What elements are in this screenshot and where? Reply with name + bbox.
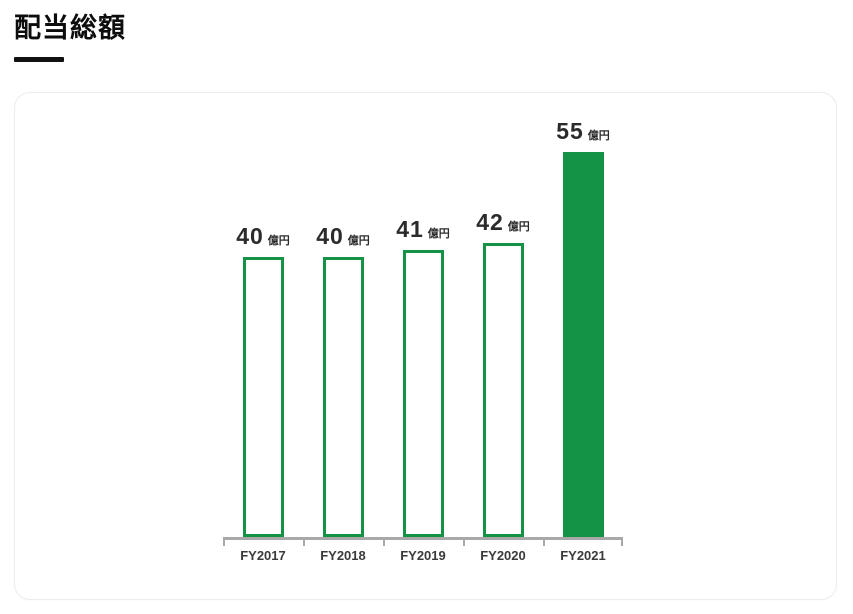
bar-value-number: 41 — [396, 216, 424, 242]
bar-fy2019 — [402, 250, 444, 537]
bar-group-fy2017: 40 億円 — [223, 225, 303, 537]
bar-fy2017 — [242, 257, 284, 537]
bar-value-label: 40 億円 — [316, 225, 370, 248]
x-axis-labels: FY2017 FY2018 FY2019 FY2020 FY2021 — [223, 548, 623, 563]
x-axis-label-fy2021: FY2021 — [560, 548, 606, 563]
x-axis-tick — [543, 537, 545, 546]
bar-group-fy2019: 41 億円 — [383, 218, 463, 537]
bar-value-label: 55 億円 — [556, 120, 610, 143]
x-axis-label-fy2019: FY2019 — [400, 548, 446, 563]
bar-group-fy2018: 40 億円 — [303, 225, 383, 537]
bar-group-fy2021: 55 億円 — [543, 120, 623, 537]
bar-value-unit: 億円 — [507, 221, 530, 233]
x-axis-label-fy2018: FY2018 — [320, 548, 366, 563]
chart-card: 40 億円 40 億円 41 億円 42 億円 55 億円 FY2017 FY2018 FY2019 F… — [14, 92, 837, 600]
dividend-bar-chart: 40 億円 40 億円 41 億円 42 億円 55 億円 FY2017 FY2018 FY2019 F… — [223, 113, 623, 563]
x-axis-tick — [621, 537, 623, 546]
bar-value-number: 42 — [476, 209, 504, 235]
x-axis-tick — [463, 537, 465, 546]
bar-value-unit: 億円 — [267, 235, 290, 247]
page-title: 配当総額 — [14, 13, 126, 43]
x-axis-label-fy2020: FY2020 — [480, 548, 526, 563]
bar-value-unit: 億円 — [347, 235, 370, 247]
bar-value-number: 40 — [236, 223, 264, 249]
x-axis-tick — [223, 537, 225, 546]
plot-area: 40 億円 40 億円 41 億円 42 億円 55 億円 — [223, 113, 623, 537]
title-underline — [14, 57, 64, 62]
bar-value-label: 40 億円 — [236, 225, 290, 248]
bar-value-unit: 億円 — [587, 130, 610, 142]
bar-fy2018 — [322, 257, 364, 537]
x-axis-tick — [383, 537, 385, 546]
bar-value-unit: 億円 — [427, 228, 450, 240]
bar-value-number: 55 — [556, 118, 584, 144]
bar-value-label: 41 億円 — [396, 218, 450, 241]
bar-fy2021 — [562, 152, 604, 537]
x-axis-line — [223, 537, 623, 546]
bar-value-number: 40 — [316, 223, 344, 249]
bar-value-label: 42 億円 — [476, 211, 530, 234]
bar-fy2020 — [482, 243, 524, 537]
x-axis-label-fy2017: FY2017 — [240, 548, 286, 563]
bar-group-fy2020: 42 億円 — [463, 211, 543, 537]
x-axis-tick — [303, 537, 305, 546]
